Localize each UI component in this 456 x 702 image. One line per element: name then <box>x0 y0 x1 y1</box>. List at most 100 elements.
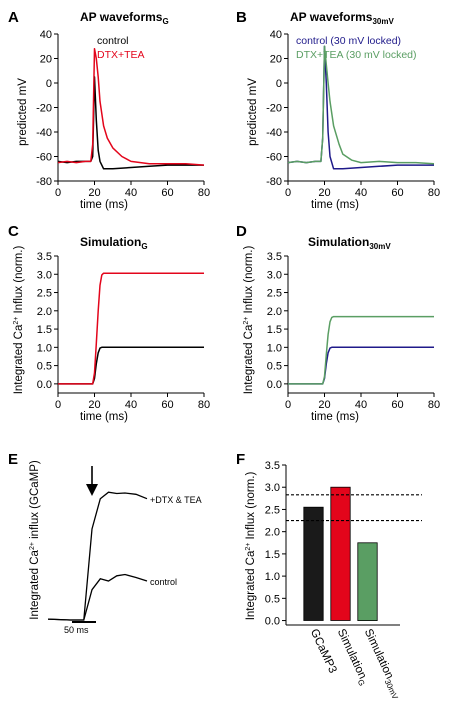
bar-3 <box>357 542 378 621</box>
y-tick-label: 0.0 <box>37 379 52 391</box>
panel-d-ylabel: Integrated Ca2+ Influx (norm.) <box>243 246 255 395</box>
panel-e-plot <box>47 491 148 621</box>
y-tick-label: 2.5 <box>37 288 52 300</box>
y-tick-label: -40 <box>266 127 282 139</box>
x-tick-label: 0 <box>55 187 61 199</box>
panel-b-title: AP waveforms30mV <box>290 10 394 26</box>
x-tick-label: 80 <box>198 399 210 411</box>
x-tick-label: 60 <box>161 399 173 411</box>
series-line-2 <box>288 315 434 385</box>
y-tick-label: 3.0 <box>267 269 282 281</box>
y-tick-label: 1.0 <box>37 342 52 354</box>
y-tick-label: 0 <box>276 78 282 90</box>
panel-b: B AP waveforms30mV 0 20 40 60 80 -80 -60 -40 -20… <box>236 9 440 211</box>
y-tick-label: 0.5 <box>267 361 282 373</box>
y-tick-label: 1.5 <box>267 324 282 336</box>
panel-e-ylabel: Integrated Ca2+ influx (GCaMP) <box>29 460 41 620</box>
panel-letter-f: F <box>236 451 245 468</box>
panel-f-plot: 0.0 0.5 1.0 1.5 2.0 2.5 3.0 3.5 GCaMP3 Simulation… <box>265 460 422 701</box>
x-tick-label: 40 <box>125 399 137 411</box>
panel-f-ylabel: Integrated Ca2+ Influx (norm.) <box>245 472 257 621</box>
panel-b-xlabel: time (ms) <box>311 199 359 211</box>
panel-d: D Simulation30mV 0 20 40 60 80 0.0 0.5 1.0 1.5 2.… <box>236 223 440 423</box>
x-tick-label: 20 <box>88 399 100 411</box>
legend-dtx-tea: DTX+TEA <box>97 49 145 61</box>
x-tick-label: 80 <box>198 187 210 199</box>
panel-b-plot: 0 20 40 60 80 -80 -60 -40 -20 0 20 40 <box>266 29 440 199</box>
panel-d-title: Simulation30mV <box>308 235 391 251</box>
y-tick-label: 0.0 <box>267 379 282 391</box>
category-label: Simulation30mV <box>360 627 404 701</box>
y-tick-label: 2.0 <box>37 306 52 318</box>
y-tick-label: 40 <box>40 29 52 41</box>
series-line-1 <box>58 346 204 385</box>
y-tick-label: 2.5 <box>265 504 280 516</box>
y-tick-label: -80 <box>36 176 52 188</box>
x-tick-label: 20 <box>318 187 330 199</box>
panel-letter-e: E <box>8 451 18 468</box>
bar-1 <box>303 506 324 621</box>
x-tick-label: 60 <box>161 187 173 199</box>
panel-a: A AP waveformsG 0 20 40 60 80 -80 -60 -40 -20 0 20… <box>8 9 210 211</box>
panel-d-xlabel: time (ms) <box>311 411 359 423</box>
y-tick-label: -20 <box>266 103 282 115</box>
series-line-2 <box>58 272 204 385</box>
series-line-2 <box>57 47 205 166</box>
x-tick-label: 0 <box>285 187 291 199</box>
y-tick-label: 40 <box>270 29 282 41</box>
legend-control-30mv: control (30 mV locked) <box>296 35 401 47</box>
trace-1 <box>47 491 148 621</box>
x-tick-label: 20 <box>318 399 330 411</box>
x-tick-label: 60 <box>391 187 403 199</box>
y-tick-label: 0.5 <box>37 361 52 373</box>
legend-control: control <box>97 35 129 47</box>
y-tick-label: -40 <box>36 127 52 139</box>
x-tick-label: 80 <box>428 187 440 199</box>
panel-a-xlabel: time (ms) <box>80 199 128 211</box>
panel-c-title: SimulationG <box>80 235 148 251</box>
y-tick-label: -20 <box>36 103 52 115</box>
y-tick-label: 1.5 <box>265 549 280 561</box>
panel-c-xlabel: time (ms) <box>80 411 128 423</box>
panel-d-plot: 0 20 40 60 80 0.0 0.5 1.0 1.5 2.0 2.5 3.0 3.5 <box>267 251 440 411</box>
category-label: GCaMP3 <box>308 627 339 675</box>
bar-2 <box>330 486 351 621</box>
y-tick-label: 0.5 <box>265 593 280 605</box>
label-dtx-tea: +DTX & TEA <box>150 495 202 505</box>
y-tick-label: 2.5 <box>267 288 282 300</box>
series-line-2 <box>287 45 435 165</box>
panel-letter-a: A <box>8 9 19 26</box>
panel-a-ylabel: predicted mV <box>17 78 29 146</box>
panel-e: E +DTX & TEA control 50 ms Integrated Ca… <box>8 451 202 635</box>
trace-2 <box>47 573 148 621</box>
x-tick-label: 60 <box>391 399 403 411</box>
y-tick-label: 1.0 <box>265 571 280 583</box>
y-tick-label: 3.5 <box>265 460 280 472</box>
panel-c-plot: 0 20 40 60 80 0.0 0.5 1.0 1.5 2.0 2.5 3.0 3.5 <box>37 251 210 411</box>
label-control: control <box>150 577 177 587</box>
y-tick-label: 1.0 <box>267 342 282 354</box>
panel-b-ylabel: predicted mV <box>247 78 259 146</box>
y-tick-label: -60 <box>266 152 282 164</box>
panel-a-plot: 0 20 40 60 80 -80 -60 -40 -20 0 20 40 <box>36 29 210 199</box>
y-tick-label: 3.0 <box>37 269 52 281</box>
panel-f: F 0.0 0.5 1.0 1.5 2.0 2.5 3.0 3.5 GCaMP3 Simulati… <box>236 451 422 701</box>
series-line-1 <box>287 45 434 170</box>
x-tick-label: 0 <box>285 399 291 411</box>
y-tick-label: 3.5 <box>267 251 282 263</box>
panel-a-title: AP waveformsG <box>80 10 169 26</box>
panel-letter-c: C <box>8 223 19 240</box>
x-tick-label: 40 <box>355 399 367 411</box>
y-tick-label: 20 <box>270 54 282 66</box>
panel-letter-d: D <box>236 223 247 240</box>
x-tick-label: 0 <box>55 399 61 411</box>
x-tick-label: 40 <box>355 187 367 199</box>
arrow-icon <box>86 466 98 496</box>
y-tick-label: 0.0 <box>265 616 280 628</box>
panel-letter-b: B <box>236 9 247 26</box>
x-tick-label: 40 <box>125 187 137 199</box>
x-tick-label: 20 <box>88 187 100 199</box>
y-tick-label: 3.0 <box>265 482 280 494</box>
y-tick-label: 1.5 <box>37 324 52 336</box>
